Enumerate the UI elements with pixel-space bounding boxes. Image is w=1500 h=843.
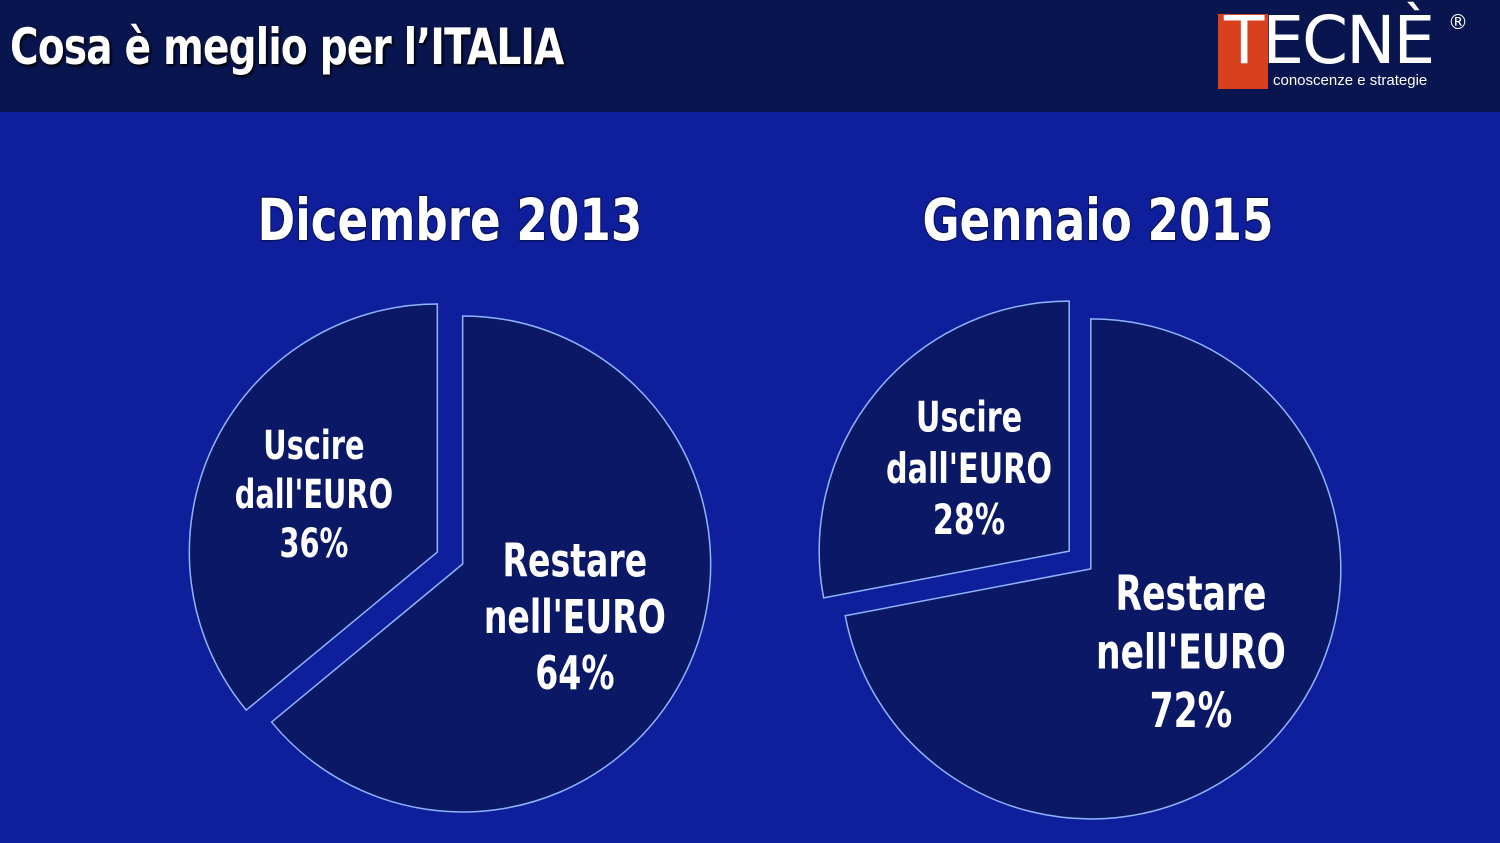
slice-value-label: 72% [1150,682,1233,738]
pie-slice-uscire [188,303,439,712]
header-bar: Cosa è meglio per l’ITALIA TECNÈ ® conos… [0,0,1500,112]
slice-value-label: 36% [279,521,348,567]
slice-category-label: nell'EURO [1096,624,1286,680]
logo-red-block [1218,14,1268,89]
slice-category-label: Uscire [263,424,364,470]
page-title: Cosa è meglio per l’ITALIA [10,18,564,76]
slice-value-label: 64% [535,648,614,701]
logo-tagline: conoscenze e strategie [1273,72,1428,89]
slice-category-label: nell'EURO [484,592,666,645]
pie-slice-restare [270,315,712,813]
chart-title: Gennaio 2015 [923,188,1274,255]
slice-category-label: dall'EURO [235,472,393,518]
slice-category-label: Restare [1115,565,1266,621]
chart-title: Dicembre 2013 [258,188,643,255]
pie-slice-restare [844,318,1342,820]
slice-value-label: 28% [933,495,1005,544]
pie-slice-uscire [818,300,1070,599]
slice-category-label: dall'EURO [886,444,1052,493]
tecne-logo: TECNÈ ® conoscenze e strategie [1218,8,1480,94]
logo-wordmark: TECNÈ [1224,2,1435,79]
slice-category-label: Restare [503,535,648,588]
registered-mark: ® [1448,10,1468,34]
slice-category-label: Uscire [916,393,1022,442]
